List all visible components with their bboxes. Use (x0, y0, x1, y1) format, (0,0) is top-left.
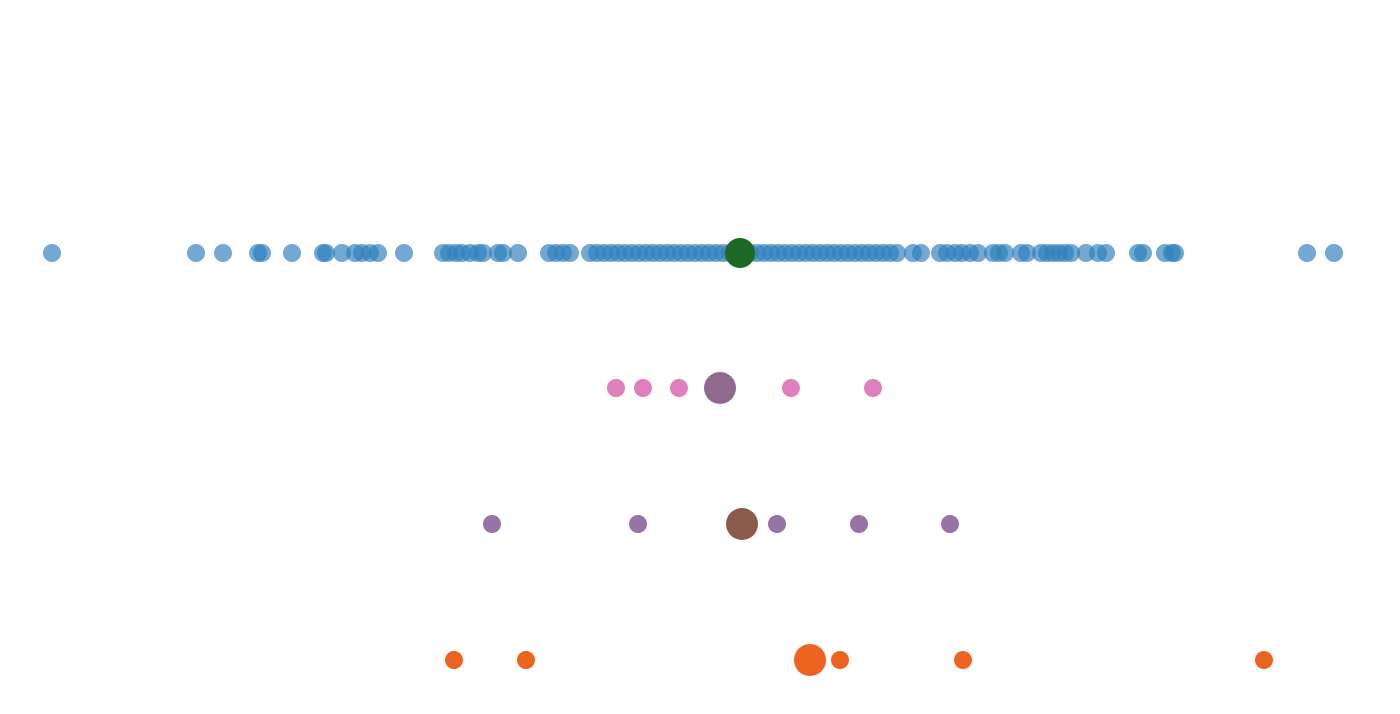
data-point (888, 244, 906, 262)
data-point (517, 651, 535, 669)
data-point (954, 651, 972, 669)
data-point (1255, 651, 1273, 669)
data-point (187, 244, 205, 262)
summary-point (794, 644, 826, 676)
series-row-1 (43, 238, 1343, 268)
data-point (607, 379, 625, 397)
data-point (214, 244, 232, 262)
data-point (782, 379, 800, 397)
series-row-2 (607, 372, 882, 404)
data-point (1166, 244, 1184, 262)
data-point (1298, 244, 1316, 262)
data-point (483, 515, 501, 533)
summary-point (725, 238, 755, 268)
data-point (1097, 244, 1115, 262)
data-point (333, 244, 351, 262)
data-point (474, 244, 492, 262)
data-point (1325, 244, 1343, 262)
data-point (253, 244, 271, 262)
data-point (634, 379, 652, 397)
data-point (864, 379, 882, 397)
data-point (561, 244, 579, 262)
data-point (494, 244, 512, 262)
data-point (1018, 244, 1036, 262)
data-point (941, 515, 959, 533)
data-point (629, 515, 647, 533)
data-point (369, 244, 387, 262)
data-point (1134, 244, 1152, 262)
data-point (317, 244, 335, 262)
data-point (969, 244, 987, 262)
data-point (670, 379, 688, 397)
data-point (509, 244, 527, 262)
series-row-4 (445, 644, 1273, 676)
data-point (1062, 244, 1080, 262)
data-point (996, 244, 1014, 262)
data-point (831, 651, 849, 669)
summary-point (704, 372, 736, 404)
data-point (283, 244, 301, 262)
summary-point (726, 508, 758, 540)
series-row-3 (483, 508, 959, 540)
data-point (850, 515, 868, 533)
data-point (912, 244, 930, 262)
data-point (768, 515, 786, 533)
data-point (43, 244, 61, 262)
data-point (445, 651, 463, 669)
data-point (395, 244, 413, 262)
